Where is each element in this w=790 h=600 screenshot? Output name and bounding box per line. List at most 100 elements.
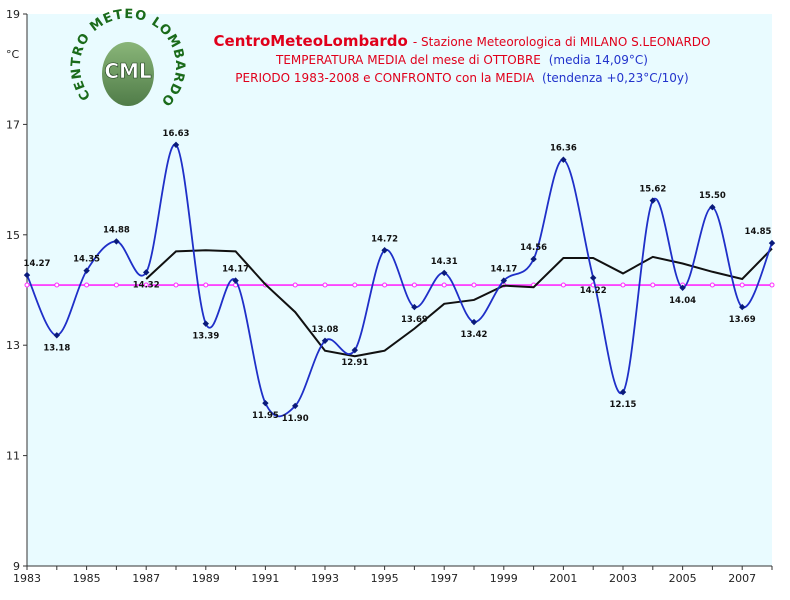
data-label: 16.36	[550, 144, 577, 154]
data-label: 15.50	[699, 191, 726, 201]
x-tick-label: 2003	[609, 572, 637, 585]
x-tick-label: 1989	[192, 572, 220, 585]
mean-point	[650, 282, 656, 288]
x-tick-label: 1995	[371, 572, 399, 585]
x-tick-label: 2007	[728, 572, 756, 585]
data-point	[590, 274, 597, 282]
mean-point	[292, 282, 298, 288]
data-label: 14.72	[371, 234, 398, 244]
mean-point	[24, 282, 30, 288]
data-label: 14.85	[745, 227, 772, 237]
data-label: 14.17	[490, 265, 517, 275]
data-label: 14.27	[24, 259, 51, 269]
x-tick-label: 1983	[13, 572, 41, 585]
data-label: 12.91	[341, 358, 368, 368]
y-tick-label: 9	[13, 560, 20, 573]
data-label: 13.18	[43, 343, 70, 353]
mean-point	[352, 282, 358, 288]
moving-average-series	[145, 247, 773, 358]
subtitle-1-note: (media 14,09°C)	[549, 53, 648, 67]
data-label: 13.08	[312, 325, 339, 335]
plot-area	[27, 14, 772, 566]
data-labels: 14.27 13.18 14.35 14.88 14.32 16.63 13.39 14.17…	[24, 129, 772, 424]
data-point	[53, 332, 60, 339]
data-point	[292, 402, 299, 410]
chart-subtitle-1: TEMPERATURA MEDIA del mese di OTTOBRE (m…	[275, 53, 648, 67]
data-point	[172, 141, 180, 149]
data-point	[679, 284, 686, 291]
mean-point	[322, 282, 328, 288]
mean-point	[709, 282, 715, 288]
mean-point	[739, 282, 745, 288]
mean-point	[382, 282, 388, 288]
data-label: 14.17	[222, 265, 249, 275]
mean-point	[441, 282, 447, 288]
data-label: 15.62	[639, 185, 666, 195]
data-label: 14.31	[431, 257, 458, 267]
data-point	[709, 204, 716, 211]
x-tick-label: 1993	[311, 572, 339, 585]
data-label: 12.15	[610, 400, 637, 410]
logo-monogram: CML	[104, 59, 152, 83]
moving-average-line	[145, 247, 773, 358]
chart-title: CentroMeteoLombardo - Stazione Meteorolo…	[214, 31, 711, 50]
data-point	[83, 267, 90, 274]
data-label: 16.63	[163, 129, 190, 139]
data-point	[649, 197, 656, 204]
data-point	[619, 388, 627, 396]
data-point	[23, 271, 31, 279]
y-axis-unit: °C	[6, 48, 20, 61]
mean-point	[143, 282, 149, 288]
data-point	[321, 337, 329, 344]
mean-point	[560, 282, 566, 288]
subtitle-1-main: TEMPERATURA MEDIA del mese di OTTOBRE	[275, 53, 541, 67]
data-point	[768, 239, 776, 247]
mean-point	[411, 282, 417, 288]
mean-point	[113, 282, 119, 288]
data-label: 13.42	[461, 330, 488, 340]
data-point	[441, 269, 448, 277]
x-tick-label: 2001	[549, 572, 577, 585]
subtitle-2-main: PERIODO 1983-2008 e CONFRONTO con la MED…	[235, 71, 535, 85]
data-label: 14.04	[669, 296, 696, 306]
data-point	[232, 277, 239, 284]
data-point	[351, 346, 358, 354]
y-tick-label: 19	[6, 8, 20, 21]
data-label: 11.95	[252, 411, 279, 421]
data-label: 14.35	[73, 255, 100, 265]
data-point	[202, 320, 209, 327]
data-label: 13.39	[192, 332, 219, 342]
mean-point	[54, 282, 60, 288]
y-tick-label: 13	[6, 339, 20, 352]
mean-point	[471, 282, 477, 288]
x-tick-label: 1985	[73, 572, 101, 585]
x-tick-label: 2005	[669, 572, 697, 585]
y-tick-label: 17	[6, 118, 20, 131]
data-point	[381, 247, 388, 254]
x-tick-label: 1997	[430, 572, 458, 585]
data-point	[530, 255, 537, 263]
chart-subtitle-2: PERIODO 1983-2008 e CONFRONTO con la MED…	[235, 71, 688, 85]
data-label: 14.88	[103, 225, 130, 235]
x-tick-label: 1999	[490, 572, 518, 585]
data-point	[470, 318, 478, 326]
data-label: 14.22	[580, 286, 607, 296]
chart-title-station: - Stazione Meteorologica di MILANO S.LEO…	[413, 35, 711, 49]
data-label: 14.32	[133, 280, 160, 290]
axes	[26, 14, 772, 567]
data-point	[500, 277, 507, 284]
y-axis-ticks: 9 11 13 15 17 19	[6, 8, 27, 573]
x-tick-label: 1987	[132, 572, 160, 585]
mean-point	[620, 282, 626, 288]
chart-title-brand: CentroMeteoLombardo	[214, 32, 408, 50]
mean-point	[203, 282, 209, 288]
data-point	[113, 238, 120, 245]
data-label: 13.69	[729, 315, 756, 325]
x-axis-ticks: 1983 1985 1987 1989 1991 1993 1995 1997 1999 2001…	[13, 566, 773, 585]
data-point	[739, 303, 746, 311]
y-tick-label: 11	[6, 450, 20, 463]
data-label: 14.56	[520, 243, 547, 253]
y-tick-label: 15	[6, 229, 20, 242]
mean-point	[173, 282, 179, 288]
